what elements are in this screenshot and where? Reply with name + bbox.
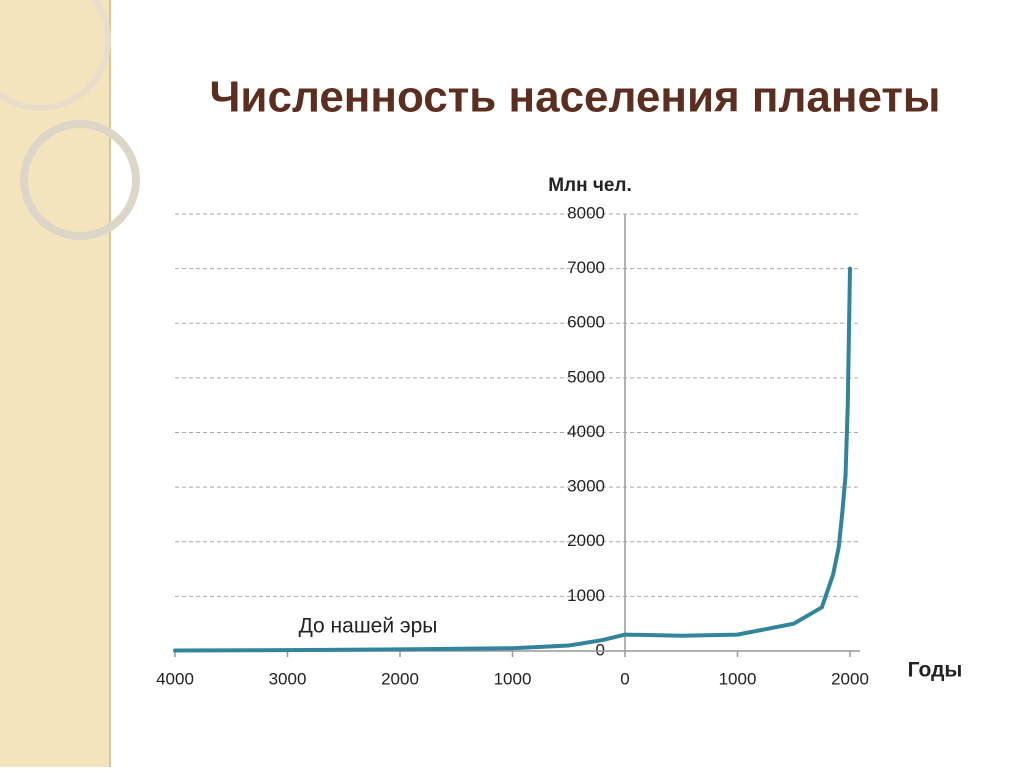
y-tick-label: 7000 <box>567 258 605 277</box>
y-tick-label: 5000 <box>567 367 605 386</box>
x-tick-label: 2000 <box>381 669 419 688</box>
x-axis-label: Годы <box>908 659 963 682</box>
y-axis-label: Млн чел. <box>548 175 632 196</box>
x-tick-label: 2000 <box>831 669 869 688</box>
y-tick-label: 0 <box>596 640 605 659</box>
data-line <box>173 266 852 653</box>
x-tick-label: 0 <box>620 669 629 688</box>
y-tick-label: 8000 <box>567 203 605 222</box>
chart-title: Численность населения планеты <box>210 73 941 122</box>
x-tick-label: 1000 <box>719 669 757 688</box>
y-tick-label: 4000 <box>567 422 605 441</box>
side-strip <box>0 0 110 767</box>
y-tick-label: 1000 <box>567 586 605 605</box>
x-tick-label: 4000 <box>156 669 194 688</box>
x-tick-label: 1000 <box>494 669 532 688</box>
y-tick-label: 6000 <box>567 313 605 332</box>
decor-circle <box>20 120 140 240</box>
y-tick-label: 3000 <box>567 477 605 496</box>
y-tick-label: 2000 <box>567 531 605 550</box>
x-tick-label: 3000 <box>269 669 307 688</box>
decor-circle <box>0 0 111 111</box>
annotation: До нашей эры <box>299 615 438 638</box>
